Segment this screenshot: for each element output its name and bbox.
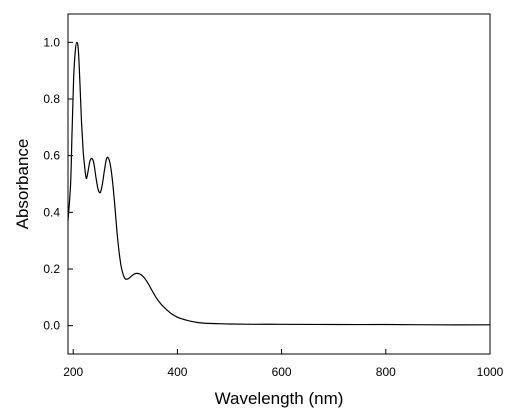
x-tick-label: 400 xyxy=(167,365,187,379)
y-tick-label: 0.8 xyxy=(43,92,60,106)
y-tick-label: 0.2 xyxy=(43,262,60,276)
y-axis: 0.0 0.2 0.4 0.6 0.8 1.0 xyxy=(43,35,73,333)
x-tick-label: 1000 xyxy=(477,365,504,379)
y-tick-label: 0.6 xyxy=(43,149,60,163)
y-tick-label: 0.0 xyxy=(43,319,60,333)
y-tick-label: 1.0 xyxy=(43,35,60,49)
x-tick-label: 800 xyxy=(376,365,396,379)
x-axis-title: Wavelength (nm) xyxy=(215,389,344,408)
x-tick-label: 600 xyxy=(272,365,292,379)
x-axis: 200 400 600 800 1000 xyxy=(63,349,504,379)
y-tick-label: 0.4 xyxy=(43,205,60,219)
x-tick-label: 200 xyxy=(63,365,83,379)
y-axis-title: Absorbance xyxy=(13,139,32,230)
plot-area xyxy=(67,13,491,355)
series-line-absorbance xyxy=(67,41,491,326)
